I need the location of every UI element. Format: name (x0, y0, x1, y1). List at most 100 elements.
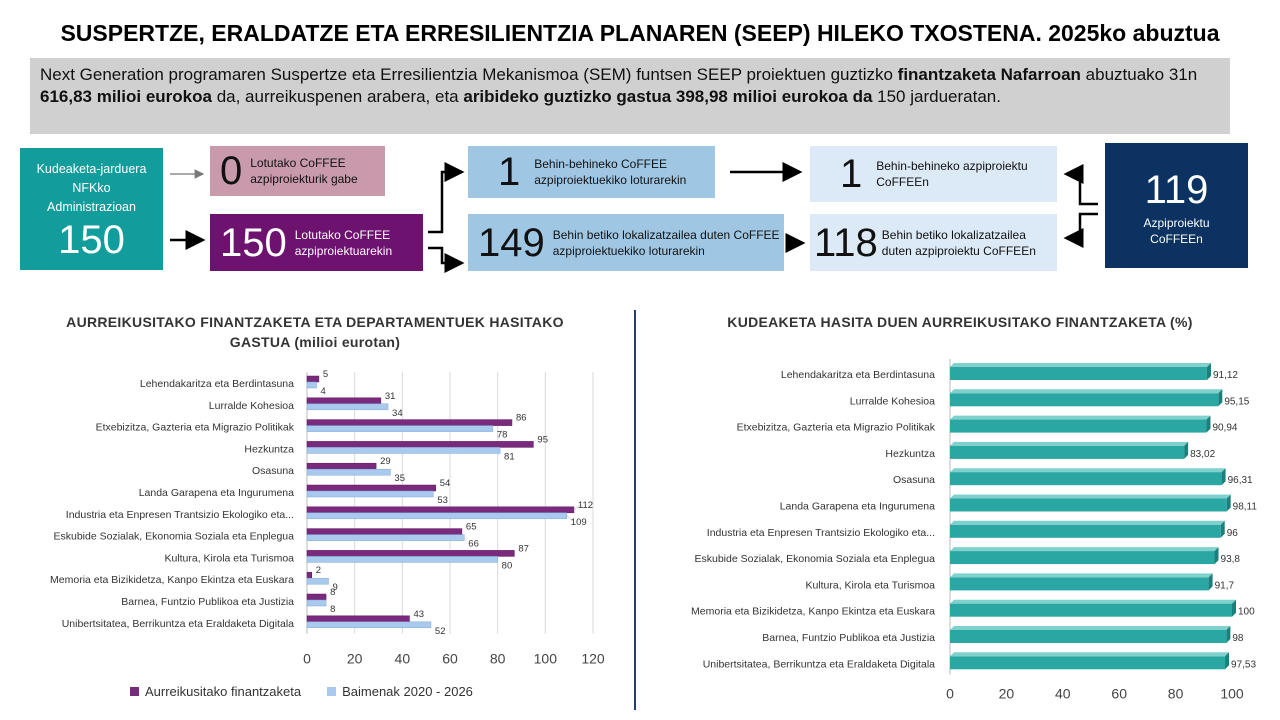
chart-1-bar-baimenak-2020-2026 (306, 512, 568, 520)
admin-value: 150 (58, 218, 125, 262)
chart-1-tick-label: 40 (395, 651, 411, 667)
chart-1-category-label: Landa Garapena eta Ingurumena (139, 487, 294, 499)
chart-2-bar-top (950, 520, 1225, 525)
chart-2-tick-label: 40 (1055, 686, 1071, 702)
chart-2-bar-top (950, 599, 1236, 604)
chart-1-data-label: 81 (504, 451, 515, 462)
unlinked-value: 0 (220, 149, 243, 193)
arrow-to-final-link (428, 246, 465, 273)
chart-2-tick-label: 100 (1220, 686, 1244, 702)
chart-2-tick-label: 20 (999, 686, 1015, 702)
chart-divider (634, 310, 636, 710)
chart-1-data-label: 78 (497, 430, 508, 441)
chart-2-category-label: Osasuna (893, 474, 935, 486)
chart-2-data-label: 83,02 (1190, 449, 1215, 460)
chart-1-financing: 0 20 40 60 80 100 120 Lehendakaritza eta Berdin… (50, 369, 605, 667)
chart-1-tick-label: 60 (442, 651, 458, 667)
chart-2-bar (950, 367, 1207, 380)
chart-2-bar-top (950, 468, 1226, 473)
chart-2-category-label: Lurralde Kohesioa (850, 395, 935, 407)
total-box: 119 Azpiproiektu CoFFEEn (1105, 143, 1248, 268)
summary-text-4: 150 jardueratan. (872, 87, 1001, 106)
linked-value: 150 (220, 220, 287, 265)
total-value: 119 (1144, 167, 1209, 212)
chart-2-bar-side (1221, 468, 1226, 486)
flow-arrows (170, 162, 1098, 273)
chart-1-tick-label: 20 (347, 651, 363, 667)
temp-link-box: 1 Behin-behineko CoFFEE azpiproiektuekik… (468, 146, 715, 198)
chart-2-tick-label: 0 (946, 686, 954, 702)
chart-1-bar-aurreikusitako-finantzaketa (306, 506, 575, 514)
chart-2-bar-side (1220, 520, 1225, 538)
chart-2-bar-top (950, 441, 1189, 446)
chart-1-bar-baimenak-2020-2026 (306, 468, 391, 476)
chart-1-data-label: 34 (392, 408, 403, 419)
chart-1-category-label: Kultura, Kirola eta Turismoa (164, 552, 294, 564)
chart-1-bar-baimenak-2020-2026 (306, 534, 465, 541)
chart-1-bar-aurreikusitako-finantzaketa (306, 397, 382, 405)
summary-bold-1: finantzaketa Nafarroan (897, 65, 1081, 84)
summary-text-2: abuztuako 31n (1080, 65, 1198, 84)
chart-1-category-label: Osasuna (252, 465, 294, 477)
chart-1-data-label: 5 (323, 369, 328, 380)
chart-2-bar (950, 577, 1209, 591)
chart-1-bar-aurreikusitako-finantzaketa (306, 441, 534, 448)
chart-2-bar (950, 656, 1226, 670)
chart-2-data-label: 97,53 (1231, 659, 1256, 670)
chart-1-bar-baimenak-2020-2026 (306, 599, 327, 607)
chart-2-bar-side (1226, 626, 1231, 643)
chart-1-tick-label: 0 (303, 651, 311, 667)
total-label: Azpiproiektu CoFFEEn (1143, 215, 1210, 246)
chart-1-category-label: Hezkuntza (244, 443, 294, 455)
chart-2-bar-side (1184, 441, 1189, 459)
chart-2-tick-label: 80 (1168, 686, 1184, 702)
chart-1-category-label: Unibertsitatea, Berrikuntza eta Eraldake… (62, 618, 294, 630)
chart-1-bar-baimenak-2020-2026 (306, 381, 317, 389)
chart-2-bar (950, 393, 1219, 407)
legend-swatch-financing (130, 687, 139, 696)
chart-2-category-label: Etxebizitza, Gazteria eta Migrazio Polit… (737, 422, 936, 434)
chart-2-bar (950, 524, 1221, 538)
chart-1-category-label: Eskubide Sozialak, Ekonomia Soziala eta … (54, 531, 295, 543)
chart-1-data-label: 66 (468, 539, 479, 550)
chart-2-title: KUDEAKETA HASITA DUEN AURREIKUSITAKO FIN… (727, 314, 1193, 330)
chart-2-category-label: Hezkuntza (885, 448, 935, 460)
legend-swatch-permits (327, 687, 337, 696)
chart-1-data-label: 43 (413, 609, 424, 620)
chart-2-tick-label: 60 (1111, 686, 1127, 702)
chart-2-data-label: 93,8 (1221, 554, 1241, 565)
final-sub-value: 118 (814, 220, 878, 265)
chart-1-bar-aurreikusitako-finantzaketa (306, 375, 320, 383)
chart-1-data-label: 109 (571, 517, 587, 528)
final-link-box: 149 Behin betiko lokalizatzailea duten C… (468, 214, 784, 271)
chart-1-category-label: Memoria eta Bizikidetza, Kanpo Ekintza e… (50, 574, 294, 586)
final-sub-label: Behin betiko lokalizatzailea duten azpip… (881, 227, 1036, 258)
chart-2-bar-top (950, 626, 1231, 630)
admin-label: Kudeaketa-jarduera NFKko Administrazioan (36, 162, 147, 214)
chart-2-bar (950, 445, 1185, 459)
chart-2-bar-side (1206, 415, 1211, 433)
chart-2-category-label: Unibertsitatea, Berrikuntza eta Eraldake… (703, 658, 935, 670)
chart-2-category-label: Landa Garapena eta Ingurumena (780, 501, 935, 513)
admin-box: Kudeaketa-jarduera NFKko Administrazioan… (20, 148, 163, 270)
chart-2-data-label: 96 (1227, 528, 1239, 539)
chart-1-bar-aurreikusitako-finantzaketa (306, 593, 327, 601)
chart-2-data-label: 91,7 (1215, 580, 1235, 591)
chart-1-data-label: 87 (518, 543, 529, 554)
summary-bold-2: 616,83 milioi eurokoa (40, 87, 212, 106)
chart-1-bar-aurreikusitako-finantzaketa (306, 419, 513, 426)
linked-label: Lotutako CoFFEE azpiproiektuarekin (294, 227, 393, 258)
chart-1-leader-line (573, 504, 581, 510)
chart-2-bar (950, 419, 1207, 433)
chart-1-data-label: 95 (537, 434, 548, 445)
chart-1-data-label: 54 (440, 478, 451, 489)
chart-2-bar-top (950, 494, 1231, 499)
chart-2-bar-side (1206, 363, 1211, 380)
temp-sub-box: 1 Behin-behineko azpiproiektu CoFFEEn (810, 146, 1057, 202)
final-sub-box: 118 Behin betiko lokalizatzailea duten a… (810, 214, 1057, 271)
final-link-label: Behin betiko lokalizatzailea duten CoFFE… (552, 227, 780, 258)
chart-2-percentage: 0 20 40 60 80 100 Lehendakaritza eta Berdintas… (691, 359, 1257, 702)
chart-1-data-label: 31 (385, 391, 396, 402)
chart-2-category-label: Kultura, Kirola eta Turismoa (805, 579, 935, 591)
chart-2-bar-side (1226, 494, 1231, 512)
